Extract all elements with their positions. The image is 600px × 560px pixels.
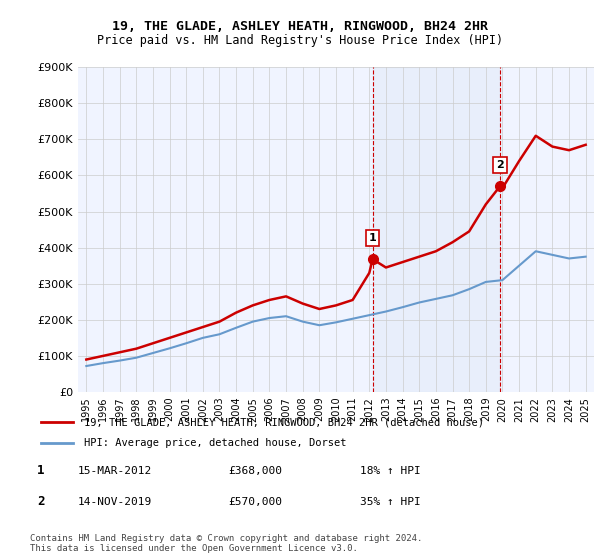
Text: 18% ↑ HPI: 18% ↑ HPI	[360, 466, 421, 476]
Text: 14-NOV-2019: 14-NOV-2019	[78, 497, 152, 507]
Text: 2: 2	[37, 495, 44, 508]
Text: HPI: Average price, detached house, Dorset: HPI: Average price, detached house, Dors…	[84, 438, 347, 448]
Text: 35% ↑ HPI: 35% ↑ HPI	[360, 497, 421, 507]
Text: 19, THE GLADE, ASHLEY HEATH, RINGWOOD, BH24 2HR: 19, THE GLADE, ASHLEY HEATH, RINGWOOD, B…	[112, 20, 488, 32]
Text: Contains HM Land Registry data © Crown copyright and database right 2024.
This d: Contains HM Land Registry data © Crown c…	[30, 534, 422, 553]
Text: 2: 2	[496, 160, 504, 170]
Text: Price paid vs. HM Land Registry's House Price Index (HPI): Price paid vs. HM Land Registry's House …	[97, 34, 503, 46]
Text: 19, THE GLADE, ASHLEY HEATH, RINGWOOD, BH24 2HR (detached house): 19, THE GLADE, ASHLEY HEATH, RINGWOOD, B…	[84, 417, 484, 427]
Text: £368,000: £368,000	[228, 466, 282, 476]
Text: 1: 1	[369, 233, 376, 243]
Text: 1: 1	[37, 464, 44, 478]
Text: 15-MAR-2012: 15-MAR-2012	[78, 466, 152, 476]
Text: £570,000: £570,000	[228, 497, 282, 507]
Bar	[373, 67, 500, 392]
